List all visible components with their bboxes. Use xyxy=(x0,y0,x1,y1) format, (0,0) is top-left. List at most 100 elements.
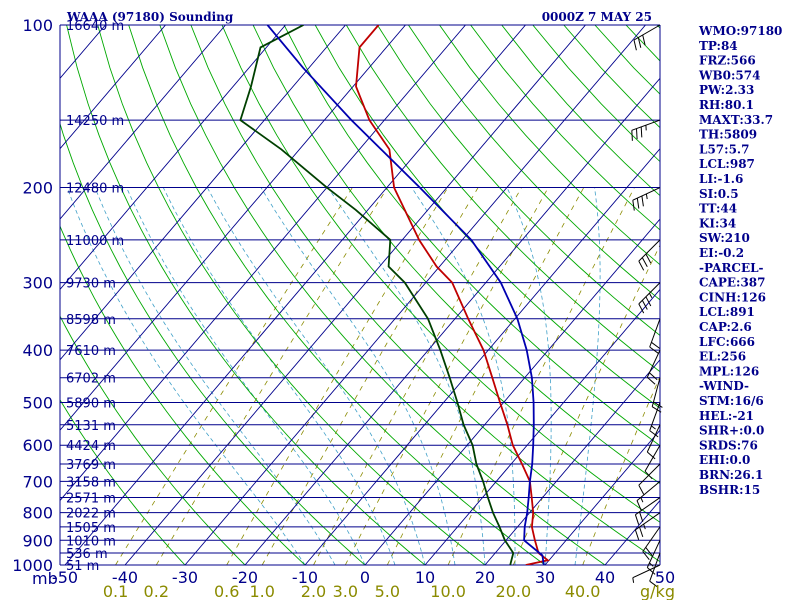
pressure-unit-label: mb xyxy=(32,569,58,588)
wind-barb xyxy=(634,497,661,525)
mixing-ratio-tick-label: 40.0 xyxy=(565,582,601,600)
index-value: EHI:0.0 xyxy=(699,453,750,467)
wind-barb xyxy=(649,552,661,588)
temperature-tick-label: -30 xyxy=(172,568,198,587)
index-value: HEL:-21 xyxy=(699,409,754,423)
mixing-ratio-line xyxy=(344,187,549,565)
isotherm xyxy=(60,25,166,150)
isotherm xyxy=(544,429,660,565)
mixing-ratio-unit-label: g/kg xyxy=(640,582,675,600)
height-label: 4424 m xyxy=(66,439,116,454)
pressure-tick-label: 1000 xyxy=(12,556,53,575)
height-label: 9730 m xyxy=(66,277,116,292)
sounding-profiles xyxy=(239,25,550,565)
isotherm xyxy=(60,25,346,361)
mixing-ratio-tick-label: 5.0 xyxy=(375,582,400,600)
index-value: BSHR:15 xyxy=(699,483,760,497)
temperature-axis-labels: -50 -40 -30 -20 -10 0 10 20 30 40 50 xyxy=(52,568,675,587)
index-value: CAPE:387 xyxy=(699,276,766,290)
mixing-ratio-tick-label: 0.1 xyxy=(103,582,128,600)
index-value: -PARCEL- xyxy=(699,261,764,275)
index-value: KI:34 xyxy=(699,216,736,230)
temperature-tick-label: 10 xyxy=(415,568,435,587)
height-label: 14250 m xyxy=(66,114,124,129)
pressure-tick-label: 500 xyxy=(22,393,53,412)
temperature-tick-label: -10 xyxy=(292,568,318,587)
index-value: SHR+:0.0 xyxy=(699,424,764,438)
index-value: MPL:126 xyxy=(699,364,759,378)
height-label: 1010 m xyxy=(66,534,116,549)
dry-adiabat xyxy=(594,25,660,95)
pressure-tick-label: 900 xyxy=(22,531,53,550)
index-value: RH:80.1 xyxy=(699,98,754,112)
height-label: 8598 m xyxy=(66,313,116,328)
temperature-tick-label: 40 xyxy=(595,568,615,587)
wind-barb xyxy=(642,526,661,561)
height-label: 7610 m xyxy=(66,344,116,359)
mixing-ratio-axis-labels: 0.1 0.2 0.6 1.0 2.0 3.0 5.0 10.0 20.0 40.0 xyxy=(103,582,601,600)
isotherm xyxy=(64,25,526,565)
height-label: 16640 m xyxy=(66,19,124,34)
moist-adiabat xyxy=(260,187,456,565)
isotherm xyxy=(184,25,646,565)
index-value: CINH:126 xyxy=(699,290,766,304)
isotherm xyxy=(60,25,226,220)
wind-barb xyxy=(633,24,661,51)
index-value: EL:256 xyxy=(699,350,746,364)
index-value: L57:5.7 xyxy=(699,142,749,156)
index-value: TH:5809 xyxy=(699,128,757,142)
wind-barb xyxy=(631,119,661,141)
wind-barb xyxy=(632,564,661,583)
mixing-ratio-line xyxy=(261,187,479,565)
index-value: LFC:666 xyxy=(699,335,755,349)
wind-barb xyxy=(649,318,661,354)
wind-barb xyxy=(646,424,661,460)
mixing-ratio-line xyxy=(155,187,388,565)
pressure-tick-label: 600 xyxy=(22,436,53,455)
index-value: SW:210 xyxy=(699,231,750,245)
sounding-indices: WMO:97180TP:84FRZ:566WB0:574PW:2.33RH:80… xyxy=(698,24,782,497)
parcel-profile xyxy=(266,25,545,565)
height-label: 11000 m xyxy=(66,234,124,249)
chart-grid xyxy=(59,24,661,566)
wind-barb xyxy=(646,540,661,575)
index-value: STM:16/6 xyxy=(699,394,764,408)
index-value: MAXT:33.7 xyxy=(699,113,773,127)
height-label: 5131 m xyxy=(66,419,116,434)
mixing-ratio-tick-label: 0.6 xyxy=(214,582,239,600)
height-label: 2571 m xyxy=(66,492,116,507)
height-label: 1505 m xyxy=(66,521,116,536)
grid-lines xyxy=(60,25,660,565)
wind-barb xyxy=(646,349,661,385)
isotherm xyxy=(60,25,466,502)
pressure-tick-label: 700 xyxy=(22,472,53,491)
mixing-ratio-line xyxy=(226,187,449,565)
temperature-tick-label: -50 xyxy=(52,568,78,587)
temperature-tick-label: 0 xyxy=(360,568,370,587)
index-value: LI:-1.6 xyxy=(699,172,743,186)
temperature-tick-label: 20 xyxy=(475,568,495,587)
dry-adiabat xyxy=(159,25,606,565)
valid-time: 0000Z 7 MAY 25 xyxy=(542,10,652,24)
mixing-ratio-line xyxy=(313,187,522,565)
temperature-tick-label: -40 xyxy=(112,568,138,587)
wind-barb xyxy=(636,480,661,511)
isotherm xyxy=(60,25,406,431)
index-value: -WIND- xyxy=(699,379,749,393)
isotherm xyxy=(304,148,660,565)
wind-barb xyxy=(632,187,661,211)
index-value: FRZ:566 xyxy=(699,54,756,68)
dewpoint-profile xyxy=(239,25,515,565)
mixing-ratio-line xyxy=(115,187,353,565)
wind-barb xyxy=(644,444,661,480)
wind-barb xyxy=(638,239,661,271)
moist-adiabat xyxy=(506,187,552,565)
mixing-ratio-tick-label: 2.0 xyxy=(301,582,326,600)
height-label: 3769 m xyxy=(66,458,116,473)
isotherm xyxy=(60,25,286,291)
moist-adiabat xyxy=(94,187,336,565)
mixing-ratio-tick-label: 3.0 xyxy=(333,582,358,600)
index-value: SRDS:76 xyxy=(699,438,758,452)
